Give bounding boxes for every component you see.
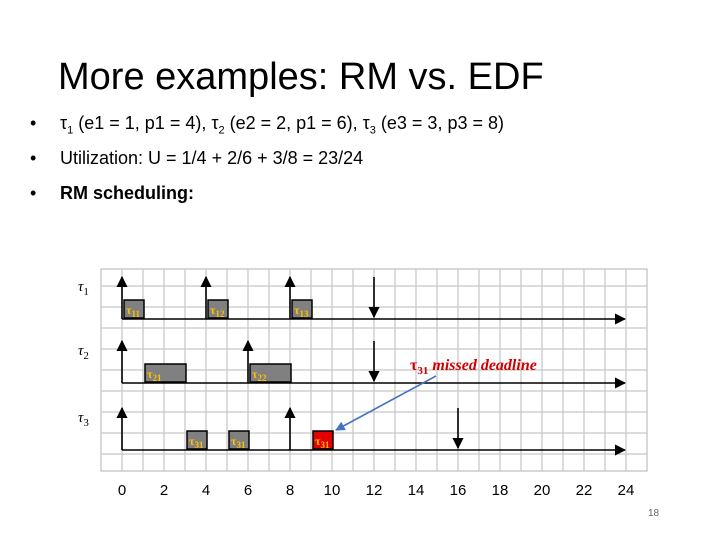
bullet-task-parameters: • τ1 (e1 = 1, p1 = 4), τ2 (e2 = 2, p1 = 6…	[30, 112, 504, 147]
x-tick-label: 16	[450, 482, 467, 499]
x-tick-label: 10	[324, 482, 341, 499]
slide-title: More examples: RM vs. EDF	[58, 56, 544, 98]
task-label: τ3	[78, 410, 89, 429]
x-tick-label: 14	[408, 482, 425, 499]
page-number: 18	[648, 508, 660, 519]
x-tick-label: 2	[160, 482, 168, 499]
annotation-pointer-arrow	[335, 375, 437, 431]
job-block	[144, 363, 187, 383]
bullet-utilization: • Utilization: U = 1/4 + 2/6 + 3/8 = 23/2…	[30, 147, 504, 182]
bullet-rm-scheduling: • RM scheduling:	[30, 182, 504, 217]
bullet-text: Utilization: U = 1/4 + 2/6 + 3/8 = 23/24	[60, 148, 364, 168]
bullet-dot: •	[30, 148, 37, 168]
task-label: τ2	[78, 343, 89, 362]
job-block	[207, 299, 229, 319]
bullet-text: τ1 (e1 = 1, p1 = 4), τ2 (e2 = 2, p1 = 6)…	[60, 113, 504, 137]
bullet-list: • τ1 (e1 = 1, p1 = 4), τ2 (e2 = 2, p1 = 6…	[30, 112, 504, 217]
job-block	[228, 430, 250, 450]
bullet-dot: •	[30, 113, 37, 133]
missed-deadline-annotation: τ31 missed deadline	[410, 357, 537, 377]
x-tick-label: 12	[366, 482, 383, 499]
job-block	[186, 430, 208, 450]
job-block	[249, 363, 292, 383]
job-block	[291, 299, 313, 319]
x-tick-label: 8	[286, 482, 294, 499]
x-tick-label: 4	[202, 482, 210, 499]
x-tick-label: 24	[618, 482, 635, 499]
x-tick-label: 0	[118, 482, 126, 499]
bullet-dot: •	[30, 183, 37, 203]
x-tick-label: 20	[534, 482, 551, 499]
task-label: τ1	[78, 279, 89, 298]
bullet-text: RM scheduling:	[60, 183, 194, 203]
x-tick-label: 6	[244, 482, 252, 499]
x-tick-label: 22	[576, 482, 593, 499]
job-block	[123, 299, 145, 319]
x-tick-label: 18	[492, 482, 509, 499]
missed-job-block	[312, 430, 334, 450]
